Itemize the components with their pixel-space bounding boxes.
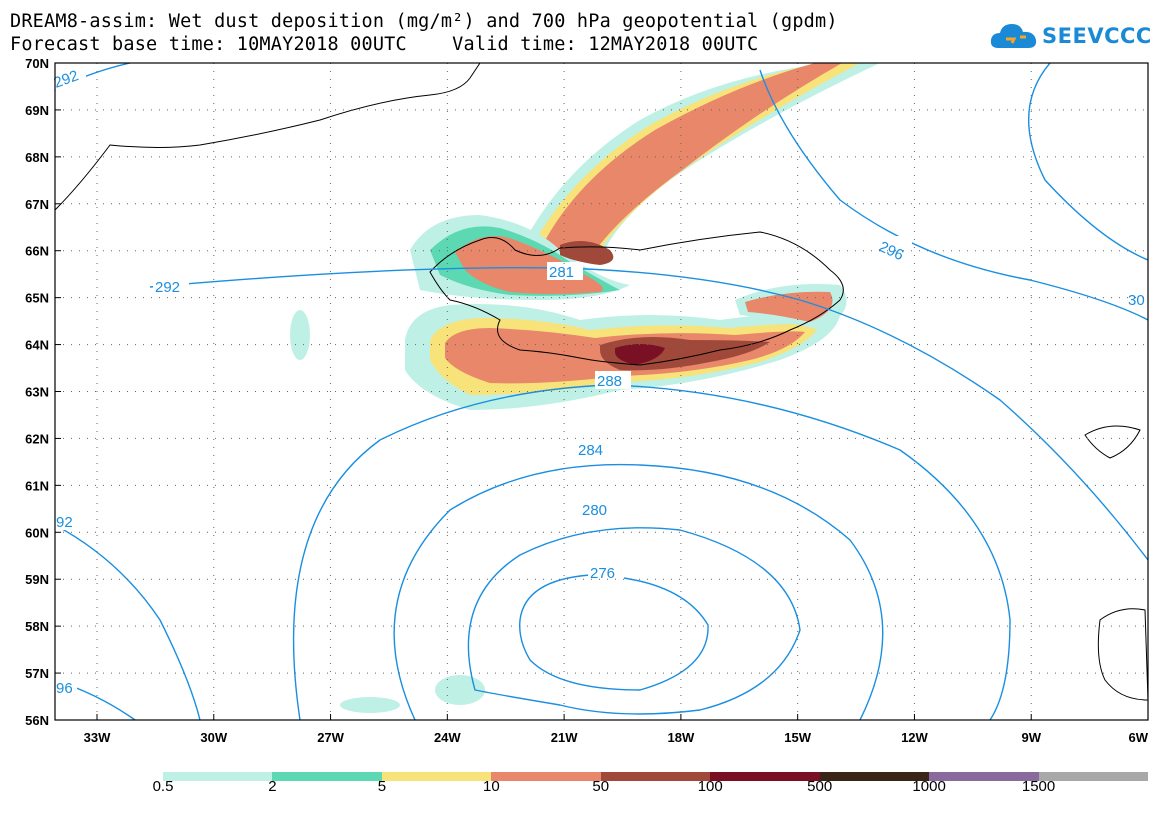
contour-label: 284 xyxy=(578,442,603,459)
latitude-label: 56N xyxy=(25,713,49,728)
longitude-label: 9W xyxy=(1021,730,1041,745)
contour-label: 30 xyxy=(1128,292,1145,309)
graticule xyxy=(55,63,1148,720)
latitude-label: 67N xyxy=(25,197,49,212)
legend-swatch xyxy=(272,772,383,781)
legend-label: 10 xyxy=(482,778,500,795)
latitude-label: 70N xyxy=(25,56,49,71)
latitude-label: 58N xyxy=(25,619,49,634)
dust-area xyxy=(745,291,833,322)
logo-text: SEEVCCC xyxy=(1042,24,1152,48)
legend-label: 1000 xyxy=(912,778,946,795)
contour-line xyxy=(149,266,1148,561)
contour-label: 288 xyxy=(597,373,622,390)
contour-label: 280 xyxy=(582,502,607,519)
contour-label: 281 xyxy=(549,264,574,281)
faroe-coast xyxy=(1084,425,1141,459)
latitude-axis: 70N 69N 68N 67N 66N 65N 64N 63N 62N 61N 60N 59N 58N 5… xyxy=(25,56,61,728)
contour-line xyxy=(519,574,709,691)
legend-label: 500 xyxy=(807,778,833,795)
legend-swatch xyxy=(163,772,273,781)
latitude-label: 62N xyxy=(25,431,49,446)
legend-label: 1500 xyxy=(1021,778,1056,795)
dust-area xyxy=(615,344,665,365)
legend-swatch xyxy=(1038,772,1149,781)
contour-line xyxy=(292,384,1011,720)
latitude-label: 59N xyxy=(25,572,49,587)
longitude-label: 27W xyxy=(317,730,344,745)
latitude-label: 69N xyxy=(25,103,49,118)
legend-label: 2 xyxy=(268,778,277,795)
legend-label: 5 xyxy=(377,778,387,795)
contour-line xyxy=(759,69,1148,321)
map-subtitle: Forecast base time: 10MAY2018 00UTC Vali… xyxy=(10,34,759,55)
legend-swatch xyxy=(491,772,602,781)
latitude-label: 66N xyxy=(25,244,49,259)
contour-line xyxy=(393,463,884,720)
longitude-label: 30W xyxy=(200,730,227,745)
longitude-label: 24W xyxy=(434,730,461,745)
longitude-label: 6W xyxy=(1129,730,1149,745)
dust-deposition-field xyxy=(290,63,880,713)
legend-swatch xyxy=(381,772,492,781)
legend-label: 0.5 xyxy=(152,778,174,795)
contour-labels: 292 292 296 30 281 288 284 280 276 92 96 xyxy=(52,67,1145,697)
cloud-icon xyxy=(990,24,1037,48)
legend-swatch xyxy=(710,772,821,781)
longitude-axis: 33W 30W 27W 24W 21W 18W 15W 12W 9W 6W xyxy=(84,714,1149,745)
dust-plume xyxy=(540,63,842,255)
longitude-label: 12W xyxy=(901,730,928,745)
longitude-label: 15W xyxy=(784,730,811,745)
contour-label: 92 xyxy=(56,514,73,531)
contour-label: 276 xyxy=(590,565,615,582)
seevccc-logo: SEEVCCC xyxy=(990,20,1151,56)
legend-swatch xyxy=(929,772,1040,781)
map-title: DREAM8-assim: Wet dust deposition (mg/m²… xyxy=(10,11,838,32)
latitude-label: 68N xyxy=(25,150,49,165)
legend-swatch xyxy=(819,772,930,781)
contour-line xyxy=(467,527,801,715)
latitude-label: 63N xyxy=(25,385,49,400)
contour-label: 96 xyxy=(56,680,73,697)
coastlines xyxy=(55,63,1148,701)
latitude-label: 57N xyxy=(25,666,49,681)
dust-patch xyxy=(290,310,310,360)
latitude-label: 61N xyxy=(25,478,49,493)
latitude-label: 60N xyxy=(25,525,49,540)
contour-label: 292 xyxy=(155,279,180,296)
legend-label: 100 xyxy=(697,778,723,795)
longitude-label: 21W xyxy=(551,730,578,745)
contour-line xyxy=(1028,63,1148,261)
longitude-label: 33W xyxy=(84,730,111,745)
latitude-label: 64N xyxy=(25,338,49,353)
greenland-coast xyxy=(55,63,481,211)
legend-label: 50 xyxy=(592,778,610,795)
latitude-label: 65N xyxy=(25,291,49,306)
iceland-coast xyxy=(429,231,844,366)
legend-swatch xyxy=(600,772,711,781)
longitude-label: 18W xyxy=(668,730,695,745)
contour-line xyxy=(55,524,201,720)
scotland-coast xyxy=(1097,608,1148,701)
dust-patch xyxy=(340,697,400,713)
